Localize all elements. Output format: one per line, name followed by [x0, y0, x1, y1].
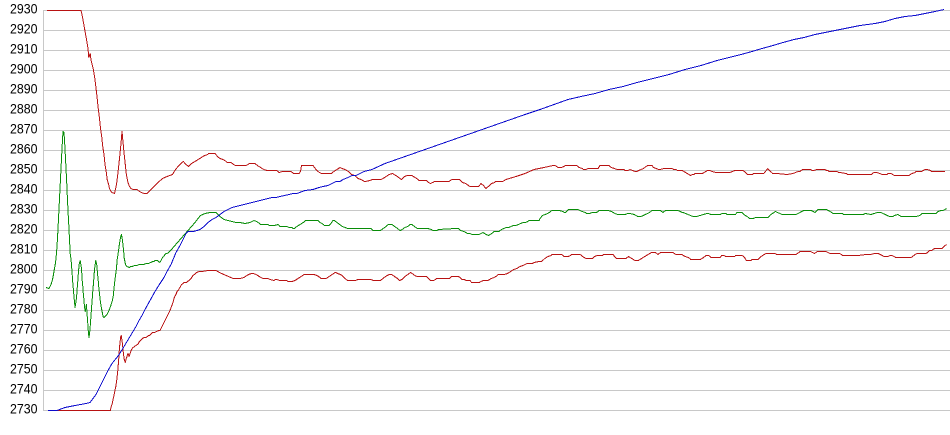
svg-text:2820: 2820	[10, 221, 38, 237]
svg-text:2900: 2900	[10, 61, 38, 77]
svg-text:2790: 2790	[10, 281, 38, 297]
svg-text:2880: 2880	[10, 101, 38, 117]
svg-text:2890: 2890	[10, 81, 38, 97]
svg-text:2830: 2830	[10, 201, 38, 217]
svg-text:2920: 2920	[10, 21, 38, 37]
svg-text:2780: 2780	[10, 301, 38, 317]
svg-text:2860: 2860	[10, 141, 38, 157]
svg-text:2730: 2730	[10, 401, 38, 417]
svg-text:2840: 2840	[10, 181, 38, 197]
svg-text:2910: 2910	[10, 41, 38, 57]
svg-text:2810: 2810	[10, 241, 38, 257]
svg-text:2750: 2750	[10, 361, 38, 377]
svg-text:2770: 2770	[10, 321, 38, 337]
svg-text:2740: 2740	[10, 381, 38, 397]
svg-text:2930: 2930	[10, 1, 38, 17]
svg-text:2800: 2800	[10, 261, 38, 277]
svg-text:2850: 2850	[10, 161, 38, 177]
svg-text:2870: 2870	[10, 121, 38, 137]
svg-text:2760: 2760	[10, 341, 38, 357]
